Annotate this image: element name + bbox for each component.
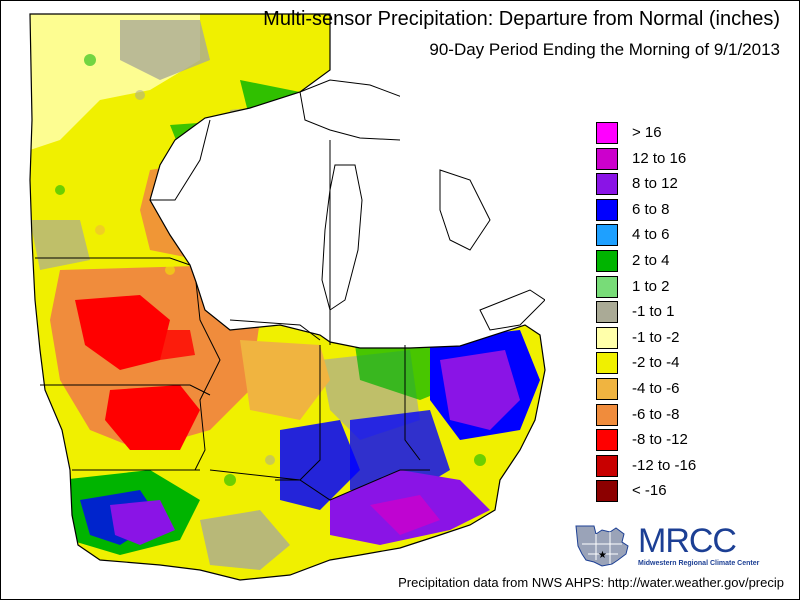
legend-item: 4 to 6 xyxy=(596,224,736,247)
legend-label: -6 to -8 xyxy=(632,405,680,423)
legend-label: 1 to 2 xyxy=(632,277,670,295)
legend-item: 1 to 2 xyxy=(596,275,736,299)
legend-item: 6 to 8 xyxy=(596,198,736,222)
legend-swatch xyxy=(596,429,618,452)
lake-michigan xyxy=(321,164,363,311)
data-credit: Precipitation data from NWS AHPS: http:/… xyxy=(398,575,784,590)
legend-item: -1 to -2 xyxy=(596,326,736,350)
legend-label: -2 to -4 xyxy=(632,354,680,372)
lake-huron xyxy=(439,169,491,251)
legend: > 16 12 to 16 8 to 12 6 to 8 4 to 6 2 to 4 1 t… xyxy=(596,122,736,506)
lake-erie xyxy=(479,289,546,331)
legend-label: -1 to 1 xyxy=(632,303,675,321)
legend-label: 2 to 4 xyxy=(632,251,670,269)
legend-swatch xyxy=(596,275,618,298)
mrcc-logo: ★ MRCC Midwestern Regional Climate Cente… xyxy=(572,520,792,570)
legend-swatch xyxy=(596,326,618,349)
legend-label: 8 to 12 xyxy=(632,175,678,193)
great-lakes xyxy=(299,0,595,370)
legend-item: -4 to -6 xyxy=(596,377,736,401)
legend-swatch xyxy=(596,173,618,196)
logo-full-name: Midwestern Regional Climate Center xyxy=(638,560,760,567)
legend-swatch xyxy=(596,352,618,375)
canada-blank-east xyxy=(545,250,595,370)
legend-item: > 16 xyxy=(596,122,736,145)
map-subtitle: 90-Day Period Ending the Morning of 9/1/… xyxy=(429,40,780,59)
midwest-states-icon: ★ xyxy=(575,525,629,567)
legend-swatch xyxy=(596,454,618,477)
legend-label: 4 to 6 xyxy=(632,226,670,244)
legend-swatch xyxy=(596,147,618,170)
legend-item: -12 to -16 xyxy=(596,454,736,478)
legend-label: -8 to -12 xyxy=(632,431,688,449)
svg-text:★: ★ xyxy=(598,550,607,561)
legend-label: -1 to -2 xyxy=(632,328,680,346)
legend-item: 2 to 4 xyxy=(596,249,736,273)
legend-item: -6 to -8 xyxy=(596,403,736,427)
map-title: Multi-sensor Precipitation: Departure fr… xyxy=(263,8,780,30)
legend-swatch xyxy=(596,224,618,247)
legend-label: 6 to 8 xyxy=(632,200,670,218)
legend-label: -4 to -6 xyxy=(632,379,680,397)
legend-swatch xyxy=(596,301,618,324)
legend-item: -2 to -4 xyxy=(596,352,736,375)
legend-item: -8 to -12 xyxy=(596,429,736,452)
legend-item: 12 to 16 xyxy=(596,147,736,171)
legend-swatch xyxy=(596,249,618,272)
legend-label: > 16 xyxy=(632,124,662,141)
legend-label: -12 to -16 xyxy=(632,456,697,474)
legend-label: < -16 xyxy=(632,482,667,500)
region-outline xyxy=(29,13,546,581)
canada-blank xyxy=(400,0,570,150)
logo-wordmark: MRCC xyxy=(638,522,737,560)
legend-label: 12 to 16 xyxy=(632,149,687,167)
legend-item: 8 to 12 xyxy=(596,173,736,196)
legend-item: < -16 xyxy=(596,480,736,503)
legend-item: -1 to 1 xyxy=(596,301,736,324)
legend-swatch xyxy=(596,198,618,221)
legend-swatch xyxy=(596,377,618,400)
state-borders xyxy=(35,119,430,501)
legend-swatch xyxy=(596,480,618,503)
legend-swatch xyxy=(596,122,618,144)
legend-swatch xyxy=(596,403,618,426)
